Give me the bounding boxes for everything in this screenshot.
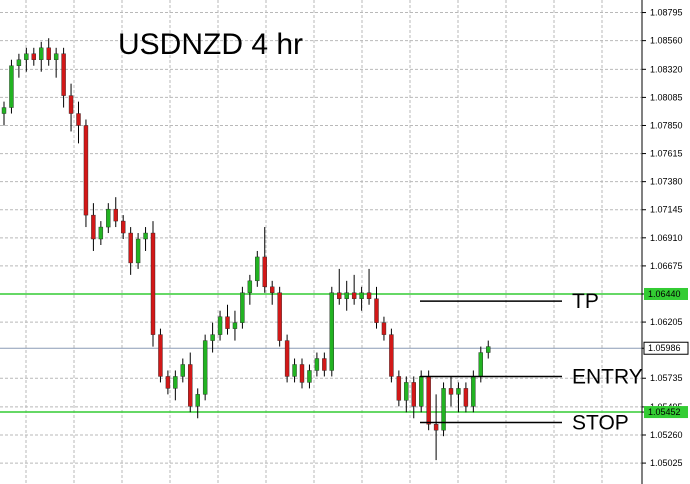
candle-bearish bbox=[433, 424, 439, 431]
candle-bullish bbox=[329, 292, 334, 371]
candle-bullish bbox=[441, 388, 446, 431]
price-tags: 1.06440 1.05452 1.05986 bbox=[643, 287, 689, 419]
candle-bullish bbox=[135, 238, 141, 264]
candle-bearish bbox=[113, 208, 118, 222]
candle-bullish bbox=[456, 388, 461, 395]
candle-bearish bbox=[374, 298, 379, 323]
candle-bearish bbox=[277, 292, 282, 341]
level-price-label: 1.05452 bbox=[648, 407, 681, 417]
candle-bullish bbox=[180, 364, 186, 377]
candle-bullish bbox=[173, 376, 178, 389]
candle-bearish bbox=[322, 358, 327, 371]
candle-bullish bbox=[486, 346, 491, 353]
candle-bearish bbox=[76, 113, 81, 126]
candle-bullish bbox=[240, 292, 245, 323]
tick-label: 1.07850 bbox=[650, 120, 683, 130]
candle-bullish bbox=[478, 352, 483, 377]
candle-bullish bbox=[210, 334, 215, 341]
candle-bullish bbox=[307, 370, 312, 383]
chart-title: USDNZD 4 hr bbox=[118, 28, 303, 61]
candle-bearish bbox=[46, 47, 51, 60]
candle-bearish bbox=[270, 286, 275, 293]
level-price-tag bbox=[644, 287, 688, 300]
candle-bearish bbox=[426, 376, 431, 425]
tick-label: 1.05260 bbox=[650, 430, 683, 440]
tick-label: 1.08320 bbox=[650, 64, 683, 74]
grid-lines bbox=[0, 0, 642, 484]
candle-bearish bbox=[165, 376, 171, 389]
candle-bullish bbox=[16, 59, 22, 66]
candle-bullish bbox=[24, 53, 29, 60]
annotation-label: STOP bbox=[572, 411, 629, 434]
candle-bearish bbox=[61, 53, 66, 96]
candle-bullish bbox=[1, 107, 7, 114]
tick-label: 1.05025 bbox=[650, 458, 683, 468]
candle-bullish bbox=[359, 292, 364, 299]
annotation-label: TP bbox=[572, 290, 599, 313]
candle-bullish bbox=[195, 394, 200, 407]
tick-label: 1.08085 bbox=[650, 92, 683, 102]
candle-bearish bbox=[366, 292, 372, 299]
tick-label: 1.06205 bbox=[650, 317, 683, 327]
candle-bearish bbox=[389, 334, 394, 377]
candle-bearish bbox=[284, 340, 290, 377]
candle-bearish bbox=[448, 388, 454, 395]
candle-bullish bbox=[143, 232, 148, 240]
candle-bullish bbox=[247, 280, 253, 293]
candle-bearish bbox=[91, 214, 96, 240]
candle-bearish bbox=[128, 232, 133, 264]
candle-bearish bbox=[262, 256, 267, 288]
candle-bearish bbox=[188, 364, 193, 407]
candle-bullish bbox=[202, 340, 208, 395]
candle-bearish bbox=[31, 53, 36, 60]
annotation-label: ENTRY bbox=[572, 365, 643, 388]
tick-label: 1.07380 bbox=[650, 177, 683, 187]
candle-bearish bbox=[351, 292, 357, 299]
current-price-label: 1.05986 bbox=[648, 343, 681, 353]
candle-bearish bbox=[396, 376, 402, 401]
candle-bullish bbox=[292, 364, 297, 377]
tick-label: 1.07145 bbox=[650, 205, 683, 215]
candle-bearish bbox=[381, 322, 387, 335]
tick-label: 1.05735 bbox=[650, 373, 683, 383]
candle-bearish bbox=[299, 364, 305, 383]
candle-bearish bbox=[120, 220, 126, 234]
candle-bullish bbox=[404, 382, 409, 401]
candle-bullish bbox=[419, 376, 424, 407]
candle-bullish bbox=[344, 292, 349, 299]
candle-bearish bbox=[158, 334, 163, 377]
candle-bullish bbox=[217, 316, 223, 335]
tick-label: 1.07615 bbox=[650, 149, 683, 159]
candle-bullish bbox=[314, 358, 320, 371]
annotations: TP ENTRY STOP bbox=[420, 290, 643, 434]
tick-label: 1.08560 bbox=[650, 36, 683, 46]
tick-label: 1.08795 bbox=[650, 8, 683, 18]
current-price-tag bbox=[643, 341, 689, 355]
candle-bearish bbox=[411, 382, 416, 407]
candle-bearish bbox=[225, 316, 230, 329]
candle-bullish bbox=[106, 208, 111, 228]
candle-bearish bbox=[463, 388, 469, 407]
horizontal-levels bbox=[0, 293, 642, 413]
candle-bullish bbox=[232, 322, 238, 329]
candle-bullish bbox=[255, 256, 260, 282]
candle-bullish bbox=[471, 376, 476, 407]
candle-bullish bbox=[9, 65, 14, 108]
candle-bullish bbox=[39, 47, 44, 60]
candle-bearish bbox=[68, 95, 74, 114]
candle-bearish bbox=[150, 232, 156, 335]
price-axis: 1.08795 1.08560 1.08320 1.08085 1.07850 1.076… bbox=[642, 8, 683, 468]
candle-bearish bbox=[83, 125, 89, 216]
level-price-label: 1.06440 bbox=[648, 289, 681, 299]
tick-label: 1.06910 bbox=[650, 233, 683, 243]
candles bbox=[1, 38, 491, 461]
tick-label: 1.06675 bbox=[650, 261, 683, 271]
candle-bullish bbox=[53, 53, 59, 60]
candle-bullish bbox=[98, 226, 104, 240]
level-price-tag bbox=[644, 406, 688, 419]
candle-bearish bbox=[337, 292, 342, 299]
